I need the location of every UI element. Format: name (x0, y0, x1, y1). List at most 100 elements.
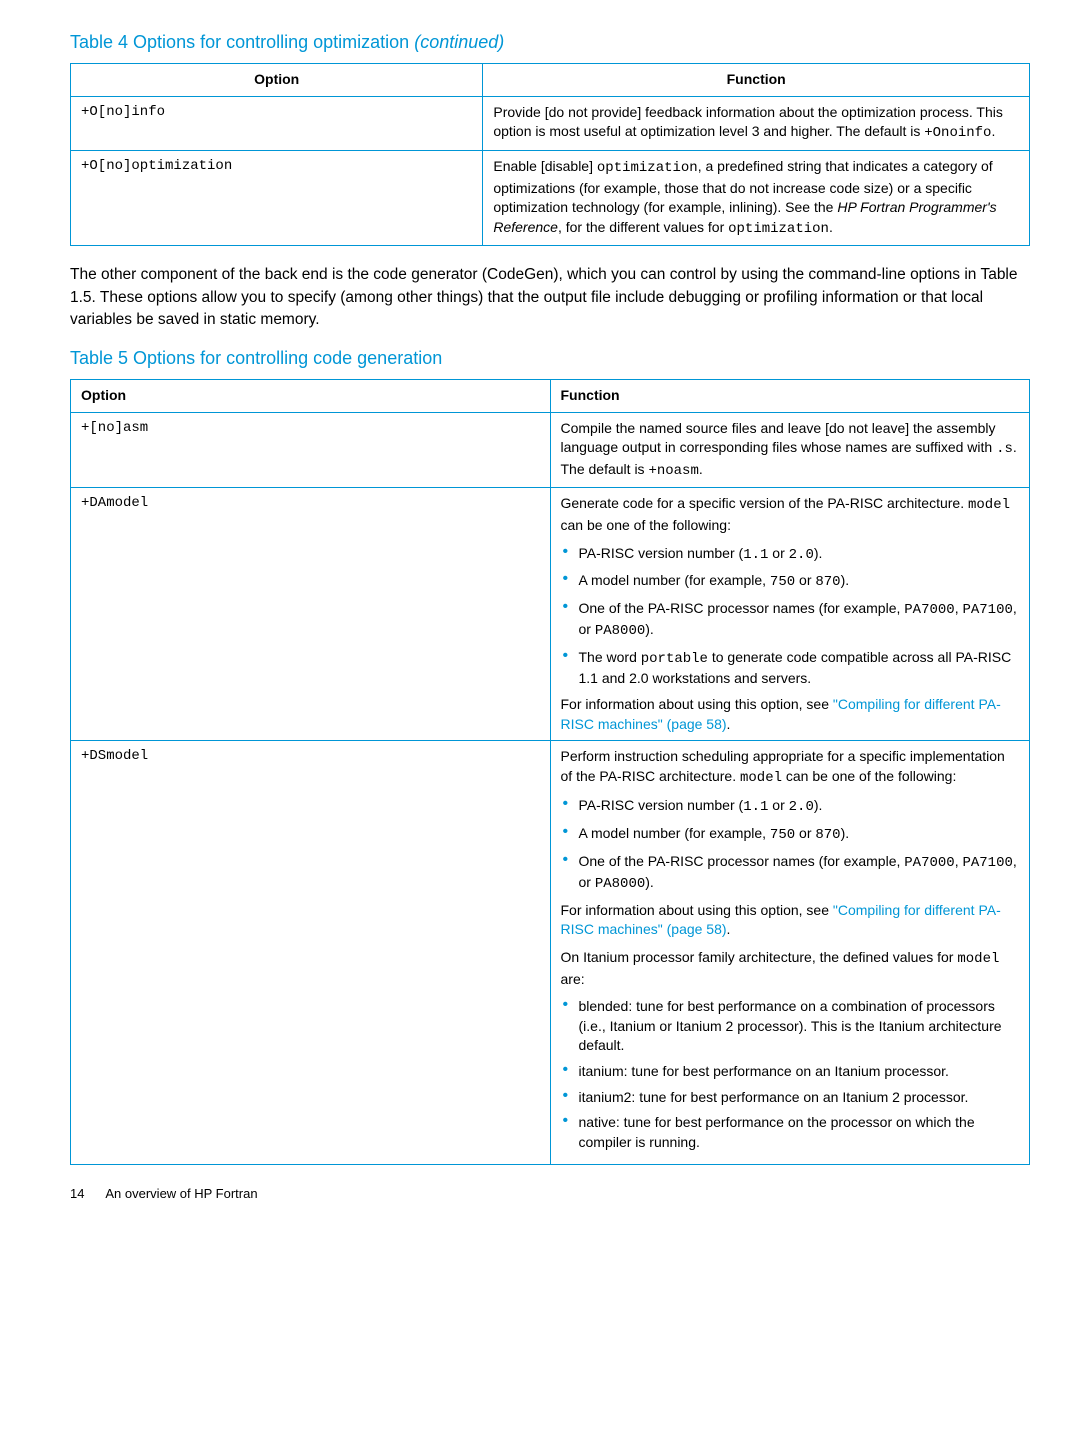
t5r2-info: For information about using this option,… (561, 695, 1020, 734)
t5r2-b3c1: PA7000 (904, 602, 954, 618)
t5r2-function: Generate code for a specific version of … (550, 488, 1030, 741)
t5r2-b3c3: PA8000 (595, 623, 645, 639)
t5r3-b1a: PA-RISC version number ( (579, 797, 744, 813)
table4-row0-period: . (991, 123, 995, 139)
footer-title: An overview of HP Fortran (105, 1186, 257, 1201)
list-item: PA-RISC version number (1.1 or 2.0). (561, 544, 1020, 566)
list-item: PA-RISC version number (1.1 or 2.0). (561, 796, 1020, 818)
t5r2-b1c1: 1.1 (743, 547, 768, 563)
table-row: +[no]asm Compile the named source files … (71, 412, 1030, 488)
t5r3-b3b: ). (645, 874, 654, 890)
table5-header-function: Function (550, 379, 1030, 412)
t5r3-b3c1: PA7000 (904, 855, 954, 871)
t5r2-b2a: A model number (for example, (579, 572, 770, 588)
table-row: +O[no]info Provide [do not provide] feed… (71, 96, 1030, 150)
t4r1-pre: Enable [disable] (493, 158, 597, 174)
list-item: native: tune for best performance on the… (561, 1113, 1020, 1152)
t5r3-b2c2: 870 (815, 827, 840, 843)
t5r3-b3a: One of the PA-RISC processor names (for … (579, 853, 905, 869)
t5r2-b2mid: or (795, 572, 815, 588)
t5r2-intro-code: model (968, 497, 1010, 513)
t5r1-function: Compile the named source files and leave… (550, 412, 1030, 488)
table-row: +DAmodel Generate code for a specific ve… (71, 488, 1030, 741)
list-item: itanium: tune for best performance on an… (561, 1062, 1020, 1082)
t5r3-intro-code: model (740, 770, 782, 786)
t5r3-b1c2: 2.0 (789, 799, 814, 815)
t5r3-b2b: ). (841, 825, 850, 841)
t5r3-b1b: ). (814, 797, 823, 813)
t5r2-b1b: ). (814, 545, 823, 561)
t5r1-c1: .s (996, 441, 1013, 457)
t4r1-end: . (829, 219, 833, 235)
t5r2-b3c2: PA7100 (962, 602, 1012, 618)
t5r2-b3b: ). (645, 621, 654, 637)
t5r3-option: +DSmodel (71, 741, 551, 1165)
t5r3-intro-b: can be one of the following: (782, 768, 956, 784)
t5r2-b2c1: 750 (770, 574, 795, 590)
t5r3-list2: blended: tune for best performance on a … (561, 997, 1020, 1152)
t5r3-b1mid: or (768, 797, 788, 813)
list-item: itanium2: tune for best performance on a… (561, 1088, 1020, 1108)
t5r2-b4a: The word (579, 649, 641, 665)
t5r3-b2c1: 750 (770, 827, 795, 843)
t4r1-after: , for the different values for (558, 219, 728, 235)
table5-caption: Table 5 Options for controlling code gen… (70, 346, 1030, 371)
list-item: The word portable to generate code compa… (561, 648, 1020, 689)
t5r2-b1a: PA-RISC version number ( (579, 545, 744, 561)
t5r1-option: +[no]asm (71, 412, 551, 488)
t5r3-info: For information about using this option,… (561, 901, 1020, 940)
t5r2-b2c2: 870 (815, 574, 840, 590)
t4r1-code1: optimization (597, 160, 698, 176)
t5r3-b2mid: or (795, 825, 815, 841)
table4-row0-code: +Onoinfo (924, 125, 991, 141)
t5r2-info-b: . (727, 716, 731, 732)
table5: Option Function +[no]asm Compile the nam… (70, 379, 1030, 1165)
page-footer: 14 An overview of HP Fortran (70, 1185, 1030, 1203)
table4-header-option: Option (71, 64, 483, 97)
t5r2-option: +DAmodel (71, 488, 551, 741)
table4-caption: Table 4 Options for controlling optimiza… (70, 30, 1030, 55)
t5r2-b4c: portable (641, 651, 708, 667)
table-row: +DSmodel Perform instruction scheduling … (71, 741, 1030, 1165)
t5r3-it-a: On Itanium processor family architecture… (561, 949, 958, 965)
page-number: 14 (70, 1186, 84, 1201)
list-item: One of the PA-RISC processor names (for … (561, 852, 1020, 895)
t5r3-it-b: are: (561, 971, 585, 987)
t5r3-info-a: For information about using this option,… (561, 902, 833, 918)
t5r2-intro-b: can be one of the following: (561, 517, 731, 533)
table4-continued: (continued) (414, 32, 504, 52)
t5r3-b3c2: PA7100 (962, 855, 1012, 871)
t5r3-b3c3: PA8000 (595, 876, 645, 892)
t5r1-c2: +noasm (648, 463, 698, 479)
table4-caption-text: Table 4 Options for controlling optimiza… (70, 32, 409, 52)
t5r1-f1: Compile the named source files and leave… (561, 420, 997, 456)
table5-header-row: Option Function (71, 379, 1030, 412)
table4-row1-function: Enable [disable] optimization, a predefi… (483, 150, 1030, 245)
t5r3-b2a: A model number (for example, (579, 825, 770, 841)
table4-row0-function: Provide [do not provide] feedback inform… (483, 96, 1030, 150)
table4-header-row: Option Function (71, 64, 1030, 97)
t5r2-b1c2: 2.0 (789, 547, 814, 563)
t5r2-intro-a: Generate code for a specific version of … (561, 495, 968, 511)
table4-row0-option: +O[no]info (71, 96, 483, 150)
list-item: One of the PA-RISC processor names (for … (561, 599, 1020, 642)
list-item: A model number (for example, 750 or 870)… (561, 824, 1020, 846)
list-item: blended: tune for best performance on a … (561, 997, 1020, 1056)
table4: Option Function +O[no]info Provide [do n… (70, 63, 1030, 246)
table-row: +O[no]optimization Enable [disable] opti… (71, 150, 1030, 245)
t5r3-list1: PA-RISC version number (1.1 or 2.0). A m… (561, 796, 1020, 894)
t5r2-b3a: One of the PA-RISC processor names (for … (579, 600, 905, 616)
t5r1-f3: . (699, 461, 703, 477)
t5r2-info-a: For information about using this option,… (561, 696, 833, 712)
table4-row1-option: +O[no]optimization (71, 150, 483, 245)
t5r2-list: PA-RISC version number (1.1 or 2.0). A m… (561, 544, 1020, 690)
t5r3-b1c1: 1.1 (743, 799, 768, 815)
t5r3-function: Perform instruction scheduling appropria… (550, 741, 1030, 1165)
t5r2-b2b: ). (841, 572, 850, 588)
list-item: A model number (for example, 750 or 870)… (561, 571, 1020, 593)
t5r3-it-code: model (957, 951, 999, 967)
table5-header-option: Option (71, 379, 551, 412)
t5r3-info-b: . (727, 921, 731, 937)
t5r2-b1mid: or (768, 545, 788, 561)
table4-header-function: Function (483, 64, 1030, 97)
